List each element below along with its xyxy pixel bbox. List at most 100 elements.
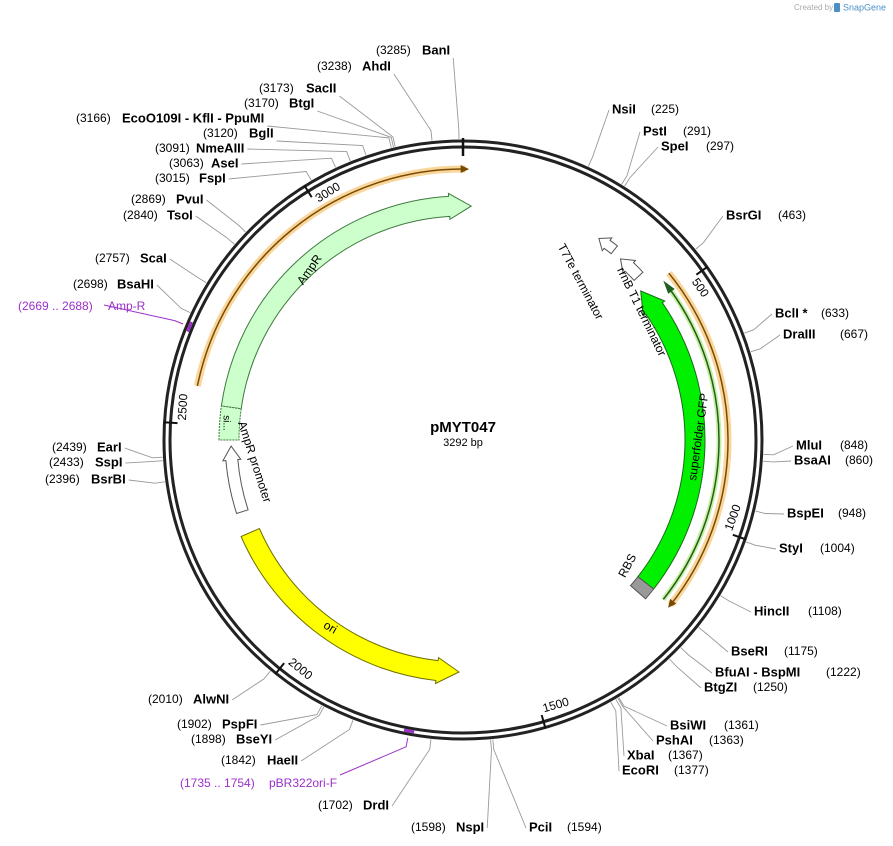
enzyme-position: (1361)	[724, 718, 759, 732]
enzyme-position: (633)	[821, 306, 849, 320]
enzyme-position: (3173)	[259, 81, 294, 95]
enzyme-line	[698, 626, 729, 653]
enzyme-position: (848)	[840, 438, 868, 452]
primer-line	[339, 737, 409, 776]
enzyme-position: (3120)	[203, 126, 238, 140]
scale-tick	[695, 265, 709, 276]
feature-ampr-promoter	[222, 445, 249, 515]
enzyme-name: TsoI	[167, 207, 193, 222]
enzyme-name: FspI	[199, 170, 226, 185]
enzyme-position: (860)	[845, 453, 873, 467]
enzyme-line	[750, 334, 781, 353]
enzyme-line	[317, 110, 394, 148]
enzyme-position: (1250)	[753, 680, 788, 694]
enzyme-position: (463)	[778, 208, 806, 222]
enzyme-position: (3091)	[155, 141, 190, 155]
enzyme-name: NspI	[456, 819, 484, 834]
enzyme-position: (3166)	[76, 111, 111, 125]
enzyme-position: (2698)	[73, 277, 108, 291]
enzyme-position: (2439)	[52, 440, 87, 454]
enzyme-line	[125, 460, 163, 464]
enzyme-name: BseRI	[731, 643, 768, 658]
enzyme-line	[128, 479, 165, 484]
enzyme-position: (1222)	[826, 665, 861, 679]
enzyme-line	[486, 739, 492, 829]
enzyme-name: SacII	[306, 80, 336, 95]
enzyme-name: BspEI	[787, 505, 824, 520]
enzyme-position: (2757)	[95, 251, 130, 265]
enzyme-line	[452, 57, 460, 140]
enzyme-name: PspFI	[222, 716, 257, 731]
primer-name: Amp-R	[108, 299, 146, 313]
enzyme-name: ScaI	[140, 250, 167, 265]
scale-tick	[274, 662, 285, 675]
enzyme-name: AseI	[211, 155, 238, 170]
enzyme-name: SspI	[95, 454, 122, 469]
enzyme-name: MluI	[796, 437, 822, 452]
primer-mark	[403, 728, 415, 734]
enzyme-line	[228, 171, 312, 181]
enzyme-line	[260, 705, 323, 726]
enzyme-name: BsaHI	[117, 276, 154, 291]
primer-line	[103, 304, 184, 325]
enzyme-position: (2869)	[131, 192, 166, 206]
enzyme-name: BseYI	[236, 731, 272, 746]
gfp-track-line	[662, 289, 720, 600]
scale-label: 2500	[175, 393, 191, 421]
enzyme-position: (225)	[651, 102, 679, 116]
enzyme-position: (1842)	[221, 753, 256, 767]
enzyme-line	[231, 670, 271, 701]
enzyme-position: (1004)	[820, 541, 855, 555]
feature-t7te	[598, 237, 619, 255]
feature-label: RBS	[615, 551, 639, 579]
brand-logo	[834, 3, 840, 12]
enzyme-position: (1898)	[191, 732, 226, 746]
enzyme-name: DrdI	[363, 797, 389, 812]
enzyme-line	[300, 720, 354, 762]
scale-tick	[163, 421, 178, 425]
enzyme-position: (1363)	[709, 733, 744, 747]
enzyme-position: (3015)	[155, 171, 190, 185]
enzyme-name: BclI *	[775, 305, 808, 320]
enzyme-name: StyI	[779, 540, 803, 555]
scale-label: 1500	[541, 694, 571, 715]
enzyme-line	[624, 146, 659, 187]
feature-signal	[218, 405, 242, 441]
enzyme-name: AlwNI	[193, 691, 229, 706]
enzyme-line	[267, 125, 392, 148]
brand: SnapGene	[843, 2, 886, 12]
enzyme-position: (1598)	[411, 820, 446, 834]
enzyme-name: BsrBI	[91, 471, 126, 486]
enzyme-position: (291)	[683, 124, 711, 138]
enzyme-line	[492, 739, 527, 829]
enzyme-position: (948)	[838, 506, 866, 520]
primer-range: (2669 .. 2688)	[18, 299, 93, 313]
orf-head	[460, 165, 470, 173]
enzyme-name: DraIII	[783, 326, 816, 341]
enzyme-line	[610, 701, 620, 772]
enzyme-line	[618, 697, 668, 727]
enzyme-name: BtgZI	[704, 679, 737, 694]
enzyme-line	[339, 95, 396, 147]
enzyme-position: (1108)	[808, 604, 842, 618]
enzyme-position: (3170)	[244, 96, 279, 110]
plasmid-length: 3292 bp	[443, 437, 483, 449]
enzyme-position: (1175)	[784, 644, 818, 658]
primer-name: pBR322ori-F	[269, 776, 337, 790]
enzyme-position: (1594)	[567, 820, 602, 834]
primer-range: (1735 .. 1754)	[180, 776, 255, 790]
enzyme-position: (1902)	[177, 717, 212, 731]
enzyme-position: (1702)	[318, 798, 353, 812]
enzyme-name: BsrGI	[726, 207, 761, 222]
enzyme-line	[169, 258, 207, 284]
enzyme-position: (3238)	[317, 59, 352, 73]
enzyme-line	[391, 739, 432, 807]
enzyme-name: EcoO109I - KflI - PpuMI	[122, 110, 264, 125]
enzyme-position: (2010)	[148, 692, 183, 706]
orf-head	[668, 598, 677, 608]
enzyme-name: BanI	[422, 42, 450, 57]
enzyme-name: HaeII	[267, 752, 298, 767]
enzyme-position: (1377)	[674, 763, 709, 777]
enzyme-line	[206, 199, 246, 233]
